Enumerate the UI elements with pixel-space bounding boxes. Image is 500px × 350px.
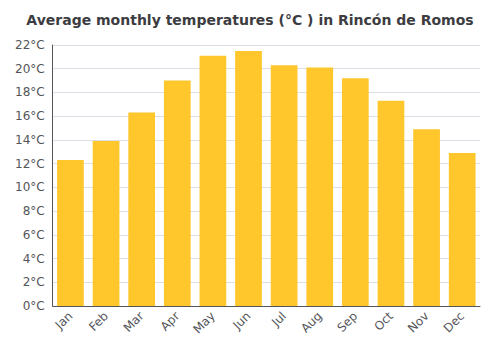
- svg-text:Dec: Dec: [441, 309, 467, 335]
- svg-text:Oct: Oct: [371, 309, 396, 334]
- svg-text:Apr: Apr: [158, 309, 183, 334]
- svg-text:20°C: 20°C: [15, 62, 45, 76]
- svg-text:Aug: Aug: [298, 309, 324, 335]
- svg-text:12°C: 12°C: [15, 157, 45, 171]
- svg-text:May: May: [190, 309, 217, 336]
- svg-text:4°C: 4°C: [23, 252, 45, 266]
- svg-text:0°C: 0°C: [23, 299, 45, 313]
- svg-text:16°C: 16°C: [15, 109, 45, 123]
- svg-text:8°C: 8°C: [23, 204, 45, 218]
- svg-text:14°C: 14°C: [15, 133, 45, 147]
- svg-text:2°C: 2°C: [23, 275, 45, 289]
- svg-text:Mar: Mar: [121, 309, 147, 335]
- svg-text:Feb: Feb: [86, 309, 111, 334]
- svg-text:Jul: Jul: [268, 309, 289, 330]
- svg-text:22°C: 22°C: [15, 38, 45, 52]
- svg-text:6°C: 6°C: [23, 228, 45, 242]
- svg-text:Jan: Jan: [52, 309, 76, 333]
- svg-text:Sep: Sep: [334, 309, 360, 335]
- svg-text:Average monthly temperatures (: Average monthly temperatures (°C ) in Ri…: [26, 12, 473, 28]
- svg-text:18°C: 18°C: [15, 85, 45, 99]
- svg-text:10°C: 10°C: [15, 180, 45, 194]
- svg-text:Jun: Jun: [230, 309, 254, 333]
- svg-text:Nov: Nov: [405, 309, 431, 335]
